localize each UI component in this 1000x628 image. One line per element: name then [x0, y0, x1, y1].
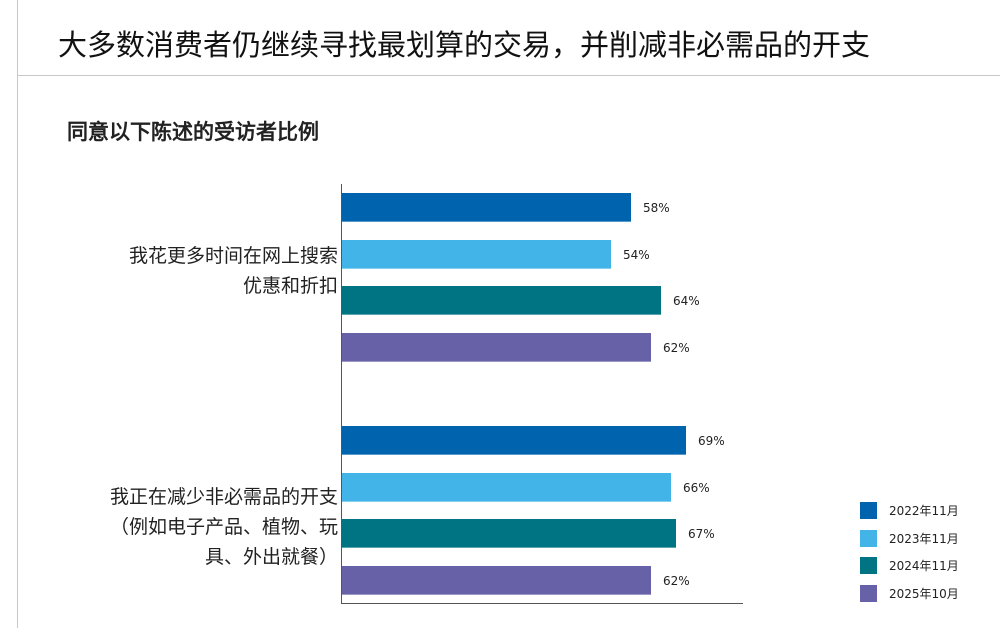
- bar-g1-2022: [342, 193, 631, 222]
- bar-g2-2022: [342, 426, 686, 455]
- category-label-line: 优惠和折扣: [242, 275, 338, 297]
- category-label-line: 我正在减少非必需品的开支: [109, 486, 338, 508]
- bar-g2-2024: [342, 519, 676, 548]
- slide-left-border: [17, 0, 18, 628]
- bar-g1-2023: [342, 240, 611, 269]
- legend-swatch: [860, 502, 877, 520]
- value-label-g2-2024: 67%: [688, 527, 715, 541]
- legend-label: 2025年10月: [889, 586, 959, 601]
- value-label-g2-2022: 69%: [698, 434, 725, 448]
- chart-title: 同意以下陈述的受访者比例: [67, 120, 319, 144]
- slide-title: 大多数消费者仍继续寻找最划算的交易，并削减非必需品的开支: [58, 28, 871, 62]
- value-label-g1-2023: 54%: [623, 248, 650, 262]
- value-label-g1-2022: 58%: [643, 201, 670, 215]
- legend-label: 2023年11月: [889, 531, 959, 546]
- category-label-online-deals: 我花更多时间在网上搜索 优惠和折扣: [129, 241, 338, 301]
- legend-item-2024-11: 2024年11月: [860, 552, 959, 580]
- bar-g1-2025: [342, 333, 651, 362]
- category-label-line: （例如电子产品、植物、玩: [109, 516, 338, 538]
- value-label-g1-2025: 62%: [663, 341, 690, 355]
- chart-legend: 2022年11月 2023年11月 2024年11月 2025年10月: [860, 497, 959, 607]
- bar-g2-2023: [342, 473, 671, 502]
- legend-item-2025-10: 2025年10月: [860, 580, 959, 608]
- legend-item-2023-11: 2023年11月: [860, 525, 959, 553]
- value-label-g1-2024: 64%: [673, 294, 700, 308]
- bar-g2-2025: [342, 566, 651, 595]
- legend-item-2022-11: 2022年11月: [860, 497, 959, 525]
- legend-swatch: [860, 529, 877, 547]
- category-label-line: 具、外出就餐）: [204, 546, 338, 568]
- category-label-reducing-spending: 我正在减少非必需品的开支 （例如电子产品、植物、玩 具、外出就餐）: [110, 482, 338, 572]
- legend-swatch: [860, 584, 877, 602]
- legend-swatch: [860, 557, 877, 575]
- legend-label: 2022年11月: [889, 504, 959, 519]
- legend-label: 2024年11月: [889, 559, 959, 574]
- header-divider: [18, 75, 1000, 76]
- y-axis-line: [341, 184, 342, 604]
- x-axis-line: [341, 603, 743, 604]
- value-label-g2-2023: 66%: [683, 481, 710, 495]
- category-label-line: 我花更多时间在网上搜索: [128, 245, 338, 267]
- bar-g1-2024: [342, 286, 661, 315]
- value-label-g2-2025: 62%: [663, 574, 690, 588]
